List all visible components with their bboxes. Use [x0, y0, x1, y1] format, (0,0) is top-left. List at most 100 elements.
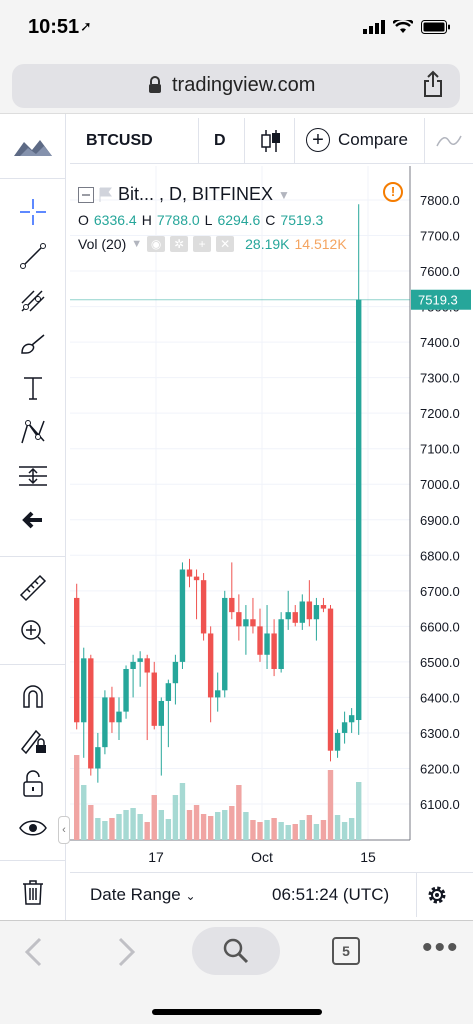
price-chart[interactable]: 7800.07700.07600.07500.07400.07300.07200… [70, 166, 473, 872]
status-time: 10:51 [28, 16, 80, 38]
compare-button[interactable]: + Compare [306, 128, 408, 152]
battery-icon [421, 20, 450, 34]
url-field[interactable] [12, 64, 460, 108]
open-label: O [78, 212, 89, 228]
volume-bar [299, 820, 305, 840]
visibility-eye-icon[interactable]: ◉ [147, 236, 166, 252]
trash-icon[interactable] [0, 870, 66, 914]
volume-bar [207, 816, 214, 840]
candle-body [186, 569, 193, 577]
volume-bar [334, 815, 341, 840]
volume-bar [285, 825, 291, 840]
add-plus-icon[interactable]: + [193, 236, 212, 252]
volume-bar [165, 819, 172, 840]
chart-pane[interactable]: 7800.07700.07600.07500.07400.07300.07200… [70, 166, 473, 872]
volume-bar [271, 818, 277, 840]
volume-value-2: 14.512K [294, 236, 347, 252]
tabs-button[interactable]: 5 [332, 937, 360, 965]
volume-bar [116, 814, 122, 840]
tradingview-logo-icon[interactable] [0, 126, 66, 170]
price-tick-label: 6500.0 [420, 655, 460, 670]
volume-bar [123, 810, 129, 840]
price-tick-label: 7000.0 [420, 477, 460, 492]
settings-gear-icon[interactable]: ✲ [170, 236, 189, 252]
utc-clock[interactable]: 06:51:24 (UTC) [272, 885, 390, 904]
candle-body [116, 711, 122, 723]
interval-button[interactable]: D [214, 132, 226, 149]
divider [0, 860, 66, 861]
share-icon[interactable] [422, 70, 444, 98]
status-icons [363, 20, 451, 34]
search-button[interactable] [192, 927, 280, 975]
last-price-badge [411, 289, 471, 310]
price-tick-label: 6600.0 [420, 619, 460, 634]
pitchfork-icon[interactable] [0, 278, 66, 322]
volume-bar [320, 820, 327, 840]
ruler-icon[interactable] [0, 566, 66, 610]
time-tick-label: Oct [251, 849, 273, 865]
volume-bar [215, 812, 221, 840]
chevron-down-icon[interactable]: ▼ [131, 238, 143, 250]
high-label: H [141, 212, 152, 228]
indicators-icon[interactable] [436, 132, 462, 150]
forward-chevron-icon[interactable] [114, 937, 138, 967]
volume-bar [102, 821, 108, 840]
volume-bar [292, 824, 298, 840]
flag-icon[interactable] [99, 187, 113, 203]
price-tick-label: 6100.0 [420, 797, 460, 812]
volume-title[interactable]: Vol (20) [78, 236, 127, 252]
candle-body [151, 672, 157, 726]
candle-body [229, 597, 235, 613]
candle-body [292, 612, 298, 623]
brush-icon[interactable] [0, 322, 66, 366]
warning-icon[interactable]: ! [383, 182, 403, 202]
trend-line-icon[interactable] [0, 234, 66, 278]
divider [416, 873, 417, 917]
high-value: 7788.0 [156, 212, 200, 228]
close-value: 7519.3 [280, 212, 324, 228]
candle-body [222, 597, 228, 691]
zoom-in-icon[interactable] [0, 610, 66, 654]
back-arrow-icon[interactable] [0, 498, 66, 542]
more-dots-icon[interactable]: ••• [422, 931, 460, 964]
series-title[interactable]: Bit... , D, BITFINEX [118, 184, 274, 204]
volume-bar [179, 783, 186, 840]
chart-style-candles-icon[interactable] [260, 128, 282, 154]
volume-bar [186, 810, 193, 840]
back-chevron-icon[interactable] [22, 937, 46, 967]
candle-body [172, 661, 179, 684]
gear-icon[interactable] [425, 883, 449, 907]
chart-bottom-bar: Date Range ⌄ 06:51:24 (UTC) [70, 872, 473, 917]
remove-x-icon[interactable]: ✕ [216, 236, 235, 252]
volume-bar [236, 785, 242, 840]
candle-body [299, 601, 305, 623]
crosshair-icon[interactable] [0, 190, 66, 234]
lock-drawing-icon[interactable] [0, 718, 66, 762]
volume-bar [158, 810, 164, 840]
candle-body [74, 597, 80, 723]
chevron-down-icon[interactable]: ▼ [278, 187, 290, 202]
price-tick-label: 6400.0 [420, 690, 460, 705]
candle-body [306, 601, 313, 620]
low-value: 6294.6 [217, 212, 261, 228]
plus-circle-icon: + [306, 128, 330, 152]
pattern-icon[interactable] [0, 410, 66, 454]
candle-body [215, 690, 221, 698]
symbol-search[interactable]: BTCUSD [86, 132, 153, 149]
collapse-toolbar-button[interactable]: ‹ [58, 816, 70, 844]
url-text[interactable]: tradingview.com [172, 74, 316, 96]
lock-icon [149, 76, 161, 93]
time-tick-label: 17 [148, 849, 164, 865]
low-label: L [204, 212, 213, 228]
unlock-icon[interactable] [0, 762, 66, 806]
divider [0, 664, 66, 665]
price-tick-label: 6800.0 [420, 548, 460, 563]
text-tool-icon[interactable] [0, 366, 66, 410]
eye-icon[interactable] [0, 806, 66, 850]
magnet-icon[interactable] [0, 674, 66, 718]
measure-forecast-icon[interactable] [0, 454, 66, 498]
date-range-button[interactable]: Date Range ⌄ [90, 885, 196, 905]
volume-bar [229, 806, 235, 840]
volume-bar [151, 795, 157, 840]
collapse-legend-icon[interactable] [78, 186, 94, 203]
